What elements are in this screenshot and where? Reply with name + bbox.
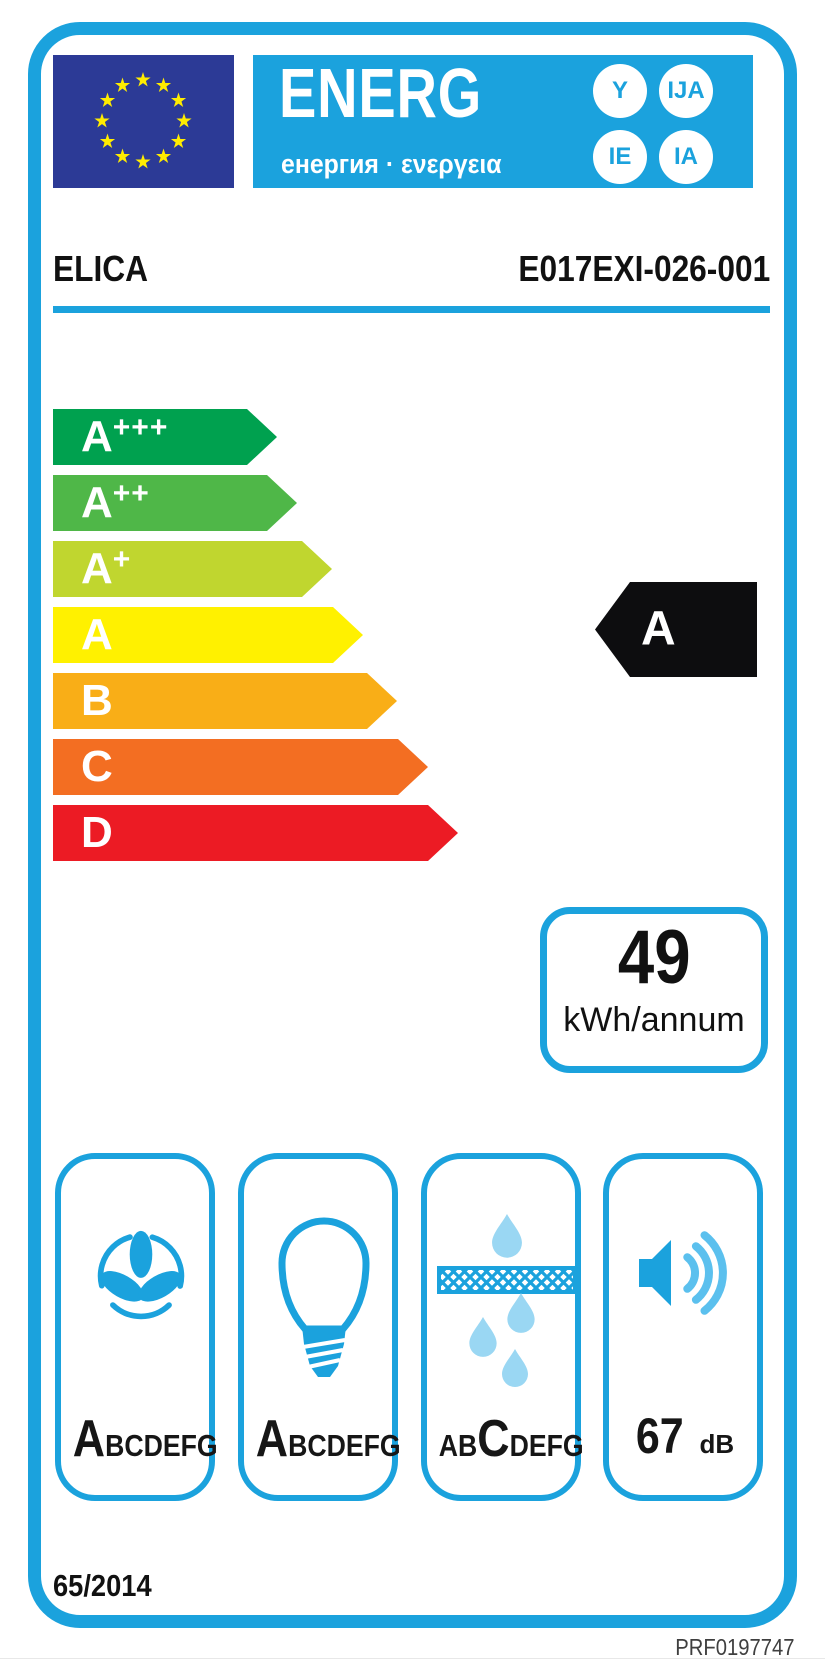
page-bottom-edge xyxy=(0,1658,825,1659)
class-circle-ija: IJA xyxy=(659,64,713,118)
current-rating-letter: A xyxy=(641,601,676,655)
noise-value: 67 xyxy=(635,1408,684,1464)
lighting-efficiency-box: ABCDEFG xyxy=(238,1153,401,1501)
brand-divider xyxy=(53,306,770,313)
class-circle-ia: IA xyxy=(659,130,713,184)
lighting-class-letters: ABCDEFG xyxy=(255,1410,401,1468)
speaker-icon xyxy=(639,1231,727,1315)
scale-arrow-a-plus1: A + xyxy=(53,541,332,597)
energy-consumption-value: 49 xyxy=(617,915,691,1000)
fan-efficiency-box: ABCDEFG xyxy=(55,1153,218,1501)
noise-value-row: 67 dB xyxy=(609,1407,757,1465)
grease-class-letters: ABCDEFG xyxy=(438,1410,584,1468)
class-circle-y: Y xyxy=(593,64,647,118)
energ-wordmark: ENERG xyxy=(279,54,483,132)
eu-stars-icon xyxy=(94,72,192,169)
scale-arrow-a-plus3: A +++ xyxy=(53,409,277,465)
fan-class-letters: ABCDEFG xyxy=(72,1410,218,1468)
energy-consumption-box: 49 kWh/annum xyxy=(540,907,768,1073)
grease-filter-icon xyxy=(437,1214,577,1387)
scale-arrow-c: C xyxy=(53,739,428,795)
scale-arrow-b: B xyxy=(53,673,397,729)
energ-logo-box: ENERG енергия · ενεργεια Y IJA IE IA xyxy=(253,55,753,188)
fan-icon xyxy=(97,1230,185,1320)
document-code: PRF0197747 xyxy=(675,1634,795,1660)
noise-level-box: 67 dB xyxy=(603,1153,763,1501)
scale-arrow-d: D xyxy=(53,805,458,861)
current-rating-arrow: A xyxy=(595,582,757,677)
class-circle-ie: IE xyxy=(593,130,647,184)
grease-filter-box: ABCDEFG xyxy=(421,1153,584,1501)
noise-unit: dB xyxy=(699,1429,735,1459)
energ-subtitle: енергия · ενεργεια xyxy=(281,149,502,179)
model-number: E017EXI-026-001 xyxy=(518,248,770,289)
scale-arrow-a-plus2: A ++ xyxy=(53,475,297,531)
regulation-number: 65/2014 xyxy=(53,1568,152,1603)
efficiency-scale: A +++ A ++ A + A B C D xyxy=(53,409,513,869)
light-bulb-icon xyxy=(278,1217,370,1377)
eu-flag xyxy=(53,55,234,188)
brand-name: ELICA xyxy=(53,248,149,289)
scale-arrow-a: A xyxy=(53,607,363,663)
energy-consumption-unit: kWh/annum xyxy=(563,1001,745,1039)
